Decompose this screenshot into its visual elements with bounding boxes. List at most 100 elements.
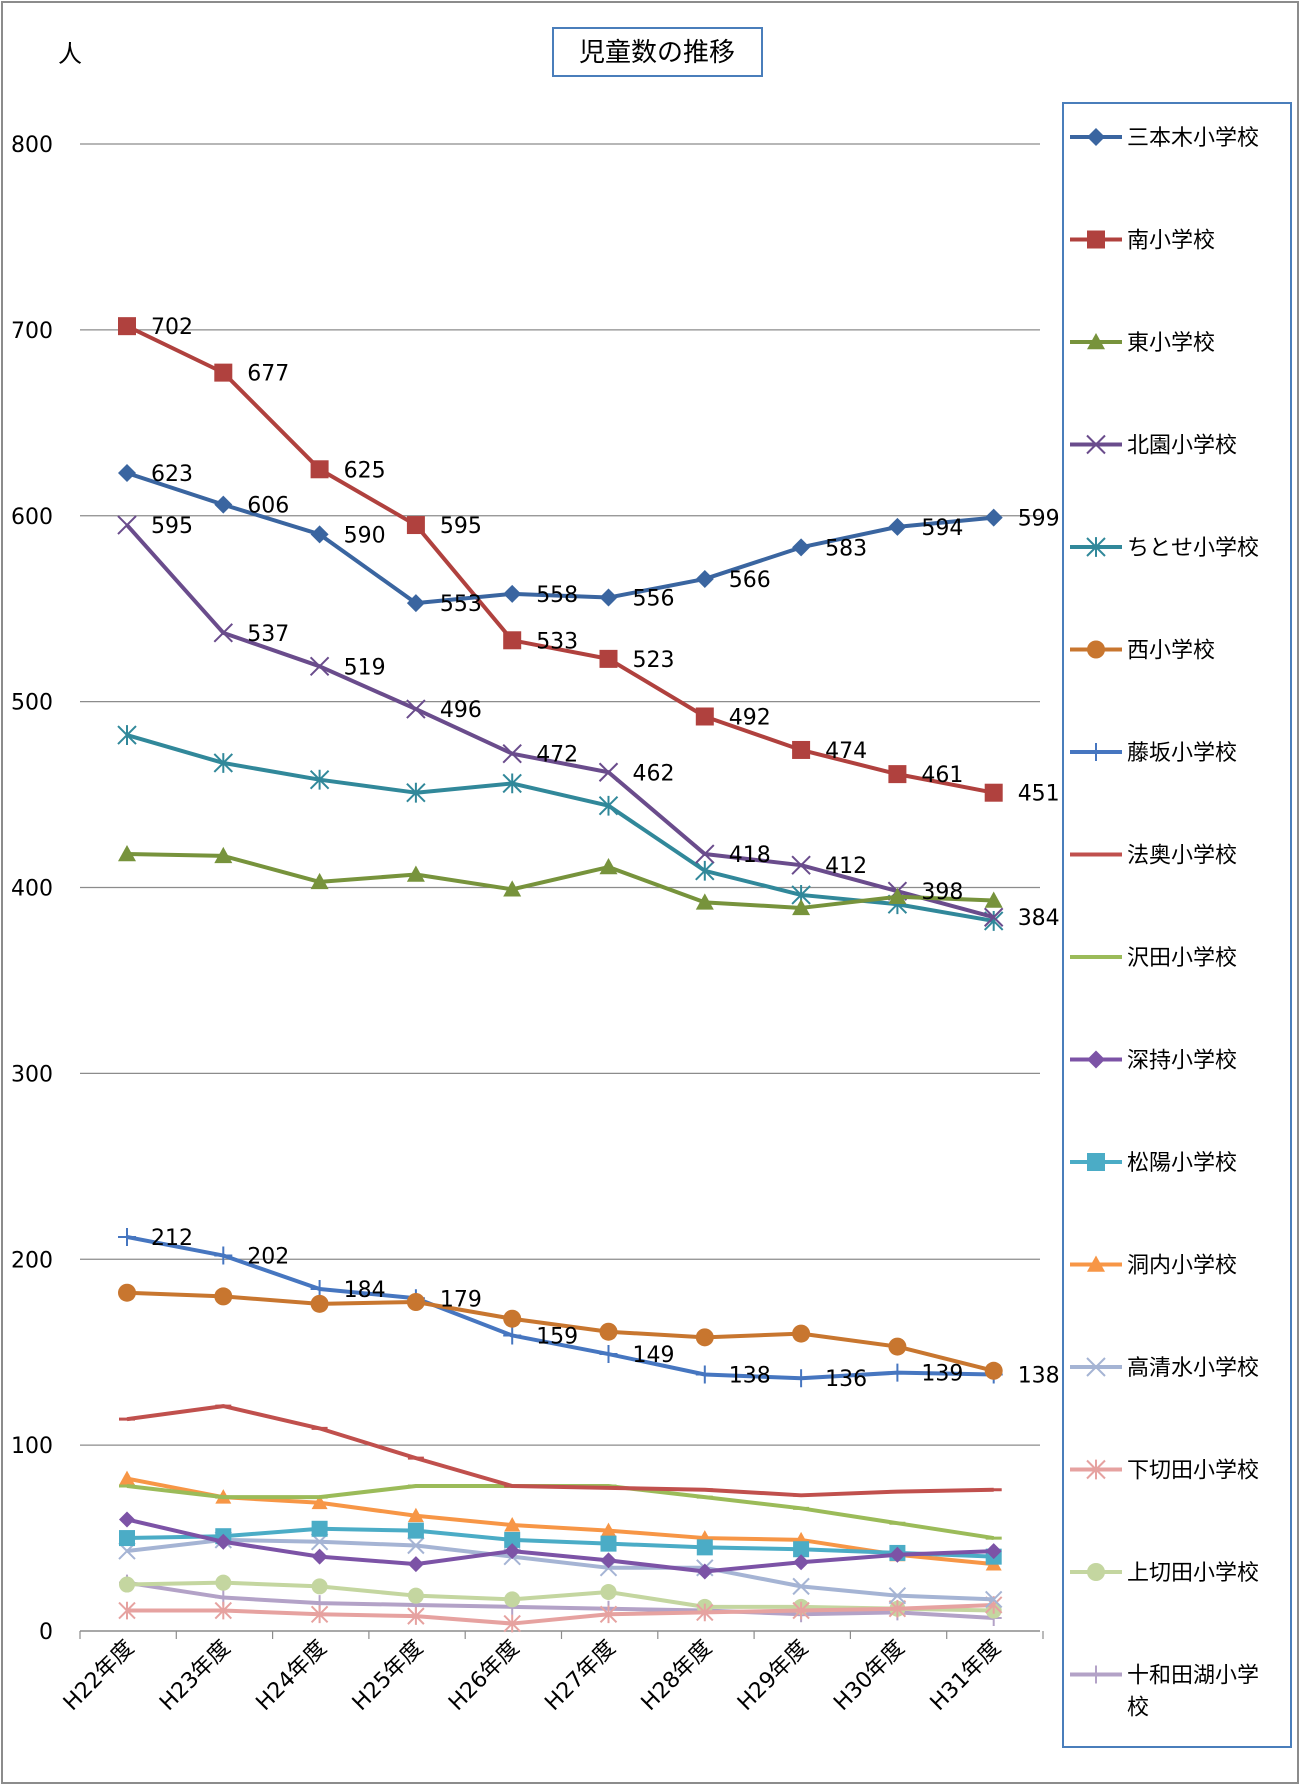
data-point xyxy=(695,844,715,864)
data-label: 553 xyxy=(440,592,482,617)
data-point xyxy=(984,1361,1003,1380)
data-point xyxy=(504,1591,521,1608)
data-label: 625 xyxy=(344,458,386,483)
legend-item: 法奥小学校 xyxy=(1070,844,1237,869)
data-point xyxy=(407,1587,424,1604)
data-label: 384 xyxy=(1018,906,1060,931)
data-point xyxy=(407,1522,424,1539)
data-point xyxy=(1087,1665,1105,1684)
data-point xyxy=(214,495,233,514)
data-point xyxy=(600,1552,617,1569)
data-point xyxy=(1087,743,1105,761)
data-point xyxy=(600,1535,617,1552)
legend-item: 上切田小学校 xyxy=(1070,1561,1259,1586)
data-point xyxy=(599,649,618,668)
data-point xyxy=(117,515,137,535)
data-point xyxy=(502,743,522,764)
series-6 xyxy=(118,1283,1003,1380)
data-point xyxy=(599,858,618,875)
data-point xyxy=(1086,537,1106,557)
data-point xyxy=(215,1574,232,1591)
legend-label: 東小学校 xyxy=(1127,331,1215,356)
data-point xyxy=(792,1601,810,1620)
data-label: 496 xyxy=(440,698,482,723)
data-point xyxy=(599,1605,618,1624)
data-point xyxy=(407,1607,425,1625)
data-point xyxy=(1087,640,1105,659)
data-point xyxy=(792,1577,810,1596)
data-label: 179 xyxy=(440,1287,482,1312)
data-point xyxy=(407,1556,424,1573)
data-point xyxy=(502,773,522,794)
data-point xyxy=(310,525,329,544)
data-point xyxy=(984,891,1003,908)
y-axis-label: 人 xyxy=(58,40,82,68)
data-point xyxy=(406,699,426,719)
data-point xyxy=(407,1507,424,1523)
series-lines xyxy=(117,317,1004,1633)
data-label: 595 xyxy=(151,514,193,539)
legend-label: 三本木小学校 xyxy=(1127,126,1259,151)
legend: 三本木小学校南小学校東小学校北園小学校ちとせ小学校西小学校藤坂小学校法奥小学校沢… xyxy=(1062,102,1292,1748)
data-point xyxy=(118,845,136,862)
data-point xyxy=(695,707,714,726)
data-point xyxy=(215,1533,232,1550)
legend-item: 三本木小学校 xyxy=(1070,126,1259,151)
data-label: 474 xyxy=(825,739,867,764)
data-point xyxy=(888,765,907,784)
data-point xyxy=(1086,1459,1106,1480)
data-label: 590 xyxy=(344,523,386,548)
data-point xyxy=(119,1511,135,1528)
series-line xyxy=(126,1526,994,1559)
data-point xyxy=(792,1324,811,1343)
data-point xyxy=(599,1322,618,1341)
legend-box xyxy=(1062,102,1292,1748)
legend-item: 下切田小学校 xyxy=(1070,1459,1259,1484)
data-point xyxy=(598,762,619,782)
legend-item: ちとせ小学校 xyxy=(1070,536,1259,561)
data-point xyxy=(791,855,811,875)
data-point xyxy=(792,1369,811,1388)
legend-label: 下切田小学校 xyxy=(1127,1459,1259,1484)
data-point xyxy=(1087,230,1105,249)
data-point xyxy=(406,1293,425,1312)
data-point xyxy=(310,872,329,890)
data-point xyxy=(888,1586,907,1605)
data-point xyxy=(888,1599,907,1618)
series-line xyxy=(126,1234,994,1381)
legend-label: 南小学校 xyxy=(1127,229,1215,254)
data-point xyxy=(695,893,714,910)
data-point xyxy=(696,1539,713,1556)
legend-item: 洞内小学校 xyxy=(1070,1254,1237,1279)
data-point xyxy=(406,865,425,882)
data-label: 677 xyxy=(247,362,289,387)
data-point xyxy=(311,1548,328,1565)
series-1 xyxy=(118,463,1003,613)
data-label: 472 xyxy=(536,743,578,768)
data-label: 595 xyxy=(440,514,482,539)
data-point xyxy=(600,1583,617,1600)
data-point xyxy=(119,1576,135,1593)
series-line xyxy=(126,1404,994,1498)
data-point xyxy=(504,1531,521,1548)
data-point xyxy=(600,1522,617,1538)
legend-label: 藤坂小学校 xyxy=(1127,741,1237,766)
data-point xyxy=(310,1605,329,1624)
data-label: 138 xyxy=(1018,1363,1060,1388)
data-label: 462 xyxy=(633,761,675,786)
series-line xyxy=(126,471,994,606)
data-point xyxy=(1087,1563,1105,1581)
data-point xyxy=(1086,1357,1106,1377)
data-point xyxy=(213,623,234,643)
data-point xyxy=(118,463,136,482)
data-point xyxy=(792,538,811,557)
legend-item: 松陽小学校 xyxy=(1070,1151,1237,1176)
data-label: 451 xyxy=(1018,782,1060,807)
legend-label: 松陽小学校 xyxy=(1127,1151,1237,1176)
data-labels: 212 202 184 179 159 149 138 136 139 138 595 537 519 4… xyxy=(151,315,1060,1392)
data-point xyxy=(1086,434,1106,455)
data-point xyxy=(888,1363,907,1382)
data-label: 159 xyxy=(536,1324,578,1349)
data-point xyxy=(696,1603,714,1622)
